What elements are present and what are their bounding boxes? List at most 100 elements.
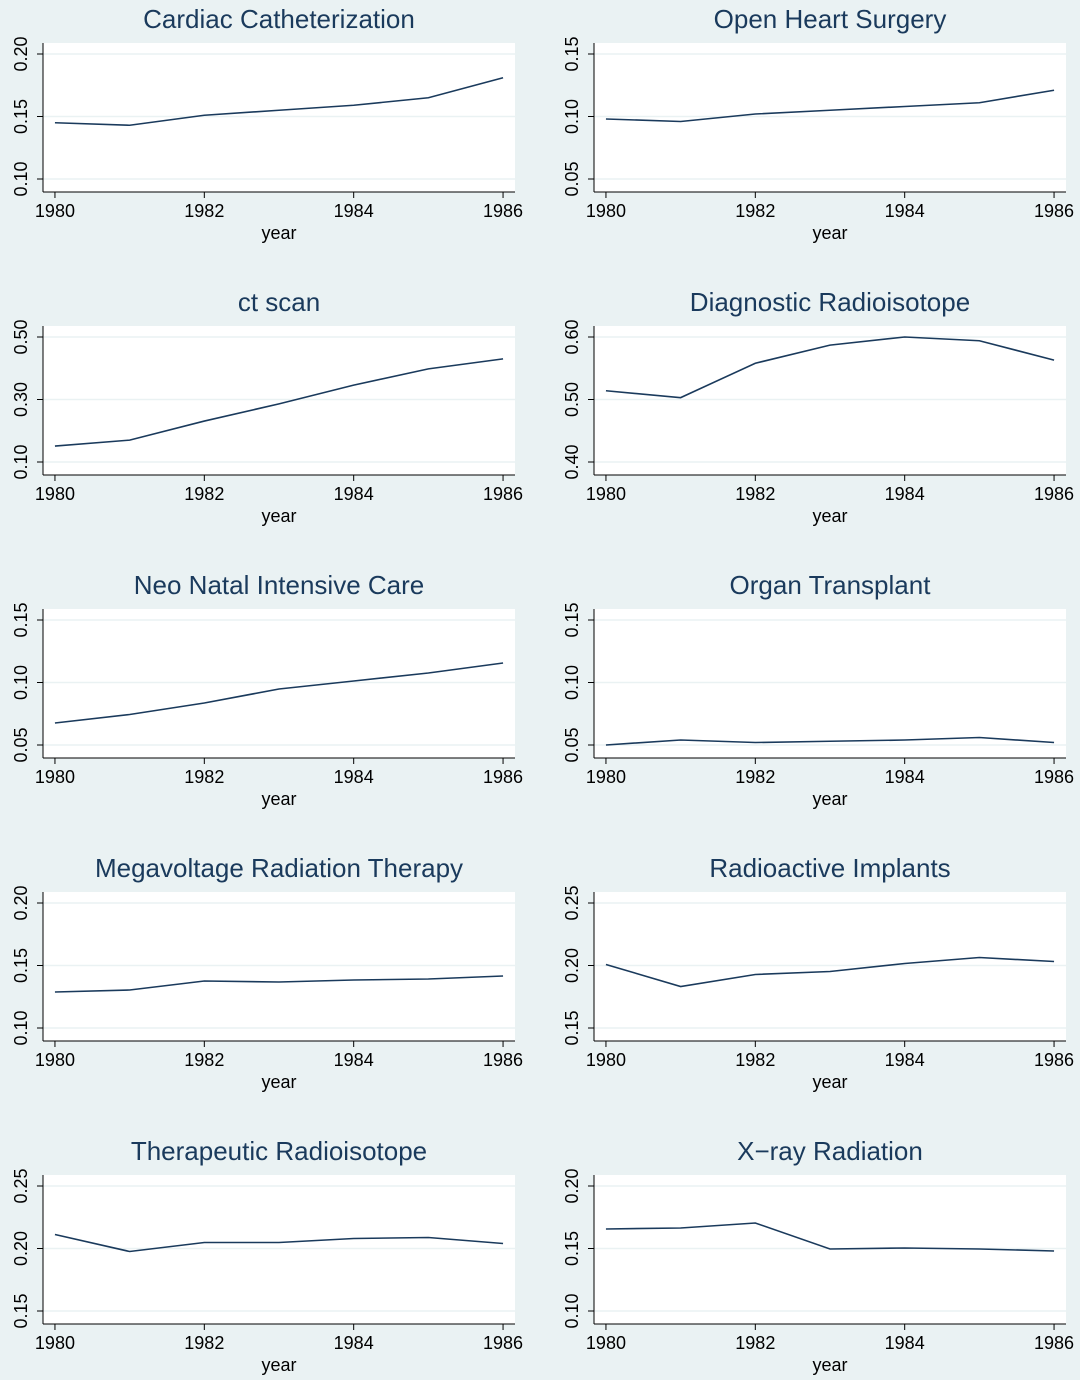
x-tick-label: 1984 — [885, 1050, 925, 1070]
plot-area — [594, 609, 1066, 758]
x-tick-label: 1980 — [586, 767, 626, 787]
x-tick-label: 1984 — [334, 1050, 374, 1070]
x-tick-label: 1984 — [885, 484, 925, 504]
y-tick-label: 0.20 — [11, 36, 31, 71]
x-tick-label: 1982 — [735, 484, 775, 504]
chart-title: Megavoltage Radiation Therapy — [95, 853, 463, 883]
y-tick-label: 0.20 — [562, 948, 582, 983]
x-tick-label: 1980 — [35, 767, 75, 787]
x-tick-label: 1986 — [1034, 1333, 1074, 1353]
chart-title: Diagnostic Radioisotope — [690, 287, 970, 317]
y-tick-label: 0.10 — [11, 444, 31, 479]
x-axis-label: year — [812, 506, 847, 526]
x-tick-label: 1986 — [483, 201, 523, 221]
x-axis-label: year — [261, 223, 296, 243]
x-tick-label: 1980 — [586, 484, 626, 504]
x-tick-label: 1982 — [184, 201, 224, 221]
x-tick-label: 1982 — [184, 767, 224, 787]
x-tick-label: 1984 — [334, 1333, 374, 1353]
y-tick-label: 0.30 — [11, 382, 31, 417]
x-tick-label: 1986 — [483, 767, 523, 787]
y-tick-label: 0.15 — [562, 602, 582, 637]
chart-title: ct scan — [238, 287, 320, 317]
x-tick-label: 1986 — [1034, 201, 1074, 221]
x-tick-label: 1980 — [586, 201, 626, 221]
chart-title: Open Heart Surgery — [714, 4, 947, 34]
y-tick-label: 0.15 — [562, 36, 582, 71]
y-tick-label: 0.15 — [11, 948, 31, 983]
x-tick-label: 1980 — [35, 1050, 75, 1070]
plot-area — [43, 609, 515, 758]
y-tick-label: 0.25 — [11, 1168, 31, 1203]
y-tick-label: 0.50 — [562, 382, 582, 417]
line — [605, 1222, 1055, 1252]
x-axis-label: year — [812, 789, 847, 809]
plot-area — [43, 326, 515, 475]
chart-title: X−ray Radiation — [737, 1136, 923, 1166]
plot-area — [594, 892, 1066, 1041]
plot-area — [43, 43, 515, 192]
x-tick-label: 1986 — [1034, 1050, 1074, 1070]
x-tick-label: 1980 — [35, 484, 75, 504]
y-tick-label: 0.20 — [562, 1168, 582, 1203]
y-tick-label: 0.15 — [11, 1293, 31, 1328]
x-tick-label: 1984 — [334, 767, 374, 787]
y-tick-label: 0.10 — [11, 161, 31, 196]
x-axis-label: year — [261, 1072, 296, 1092]
x-tick-label: 1986 — [483, 484, 523, 504]
y-tick-label: 0.15 — [562, 1231, 582, 1266]
x-tick-label: 1980 — [586, 1333, 626, 1353]
chart-title: Neo Natal Intensive Care — [134, 570, 424, 600]
y-tick-label: 0.15 — [11, 99, 31, 134]
y-tick-label: 0.05 — [562, 161, 582, 196]
y-tick-label: 0.60 — [562, 319, 582, 354]
x-tick-label: 1980 — [35, 201, 75, 221]
plot-area — [43, 1175, 515, 1324]
x-axis-label: year — [812, 1072, 847, 1092]
x-tick-label: 1986 — [483, 1333, 523, 1353]
line — [605, 736, 1055, 746]
x-axis-label: year — [261, 1355, 296, 1375]
x-tick-label: 1986 — [483, 1050, 523, 1070]
line — [605, 89, 1055, 123]
line — [54, 358, 504, 447]
y-tick-label: 0.20 — [11, 1231, 31, 1266]
x-tick-label: 1984 — [334, 484, 374, 504]
x-tick-label: 1982 — [735, 767, 775, 787]
x-tick-label: 1984 — [885, 767, 925, 787]
x-tick-label: 1984 — [885, 201, 925, 221]
chart-title: Cardiac Catheterization — [143, 4, 415, 34]
x-tick-label: 1982 — [184, 484, 224, 504]
y-tick-label: 0.10 — [11, 1010, 31, 1045]
y-tick-label: 0.10 — [562, 99, 582, 134]
y-tick-label: 0.20 — [11, 885, 31, 920]
x-tick-label: 1980 — [586, 1050, 626, 1070]
y-tick-label: 0.50 — [11, 319, 31, 354]
plot-area — [594, 326, 1066, 475]
x-axis-label: year — [812, 223, 847, 243]
y-tick-label: 0.10 — [562, 665, 582, 700]
plot-area — [594, 43, 1066, 192]
y-tick-label: 0.25 — [562, 885, 582, 920]
y-tick-label: 0.05 — [562, 727, 582, 762]
x-tick-label: 1984 — [885, 1333, 925, 1353]
y-tick-label: 0.15 — [562, 1010, 582, 1045]
y-tick-label: 0.15 — [11, 602, 31, 637]
line — [54, 975, 504, 993]
line — [54, 76, 504, 127]
x-tick-label: 1982 — [735, 201, 775, 221]
chart-title: Therapeutic Radioisotope — [131, 1136, 427, 1166]
x-tick-label: 1980 — [35, 1333, 75, 1353]
y-tick-label: 0.40 — [562, 444, 582, 479]
y-tick-label: 0.10 — [562, 1293, 582, 1328]
x-tick-label: 1982 — [735, 1333, 775, 1353]
x-tick-label: 1986 — [1034, 767, 1074, 787]
plot-area — [43, 892, 515, 1041]
chart-title: Radioactive Implants — [709, 853, 950, 883]
line — [54, 1233, 504, 1253]
y-tick-label: 0.10 — [11, 665, 31, 700]
y-tick-label: 0.05 — [11, 727, 31, 762]
x-axis-label: year — [261, 506, 296, 526]
